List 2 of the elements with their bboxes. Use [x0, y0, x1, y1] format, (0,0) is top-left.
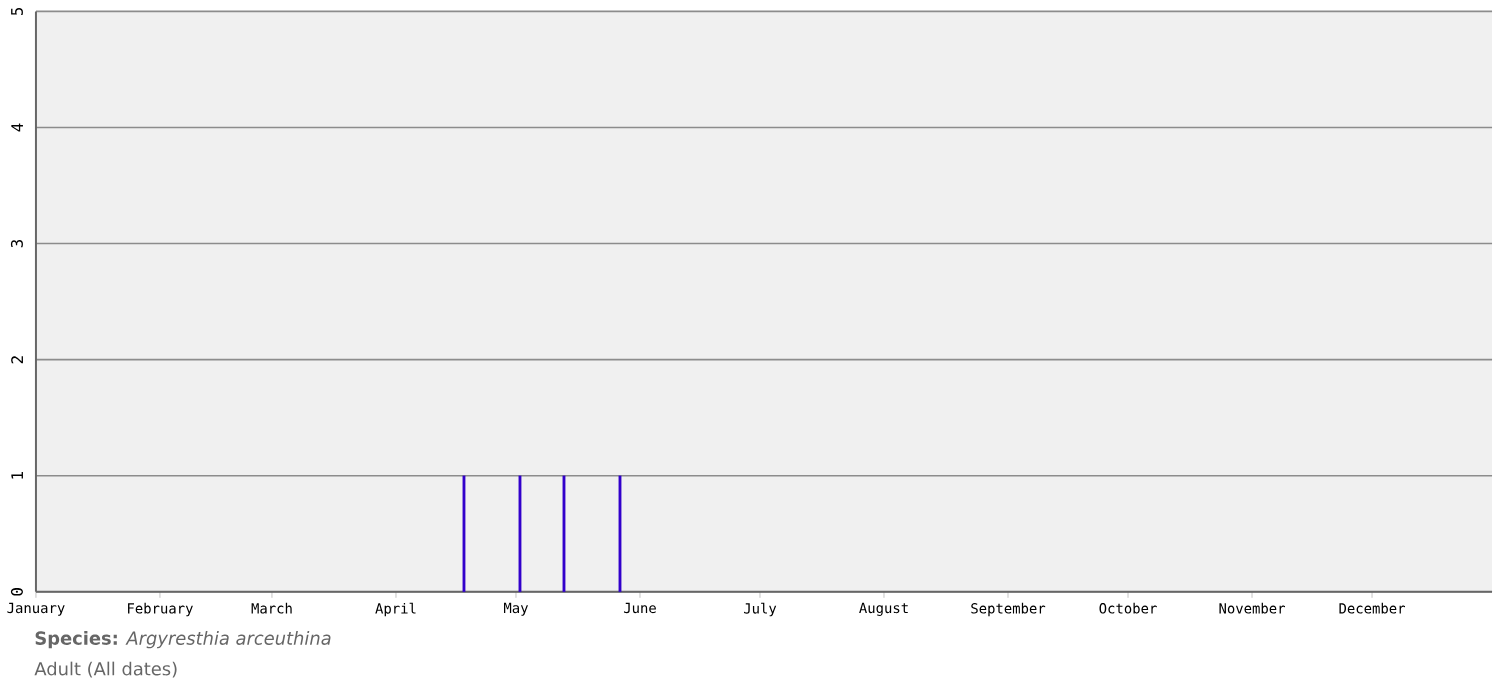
text: Species: Argyresthia arceuthina [35, 631, 331, 649]
text: Adult (All dates) [34, 661, 177, 678]
